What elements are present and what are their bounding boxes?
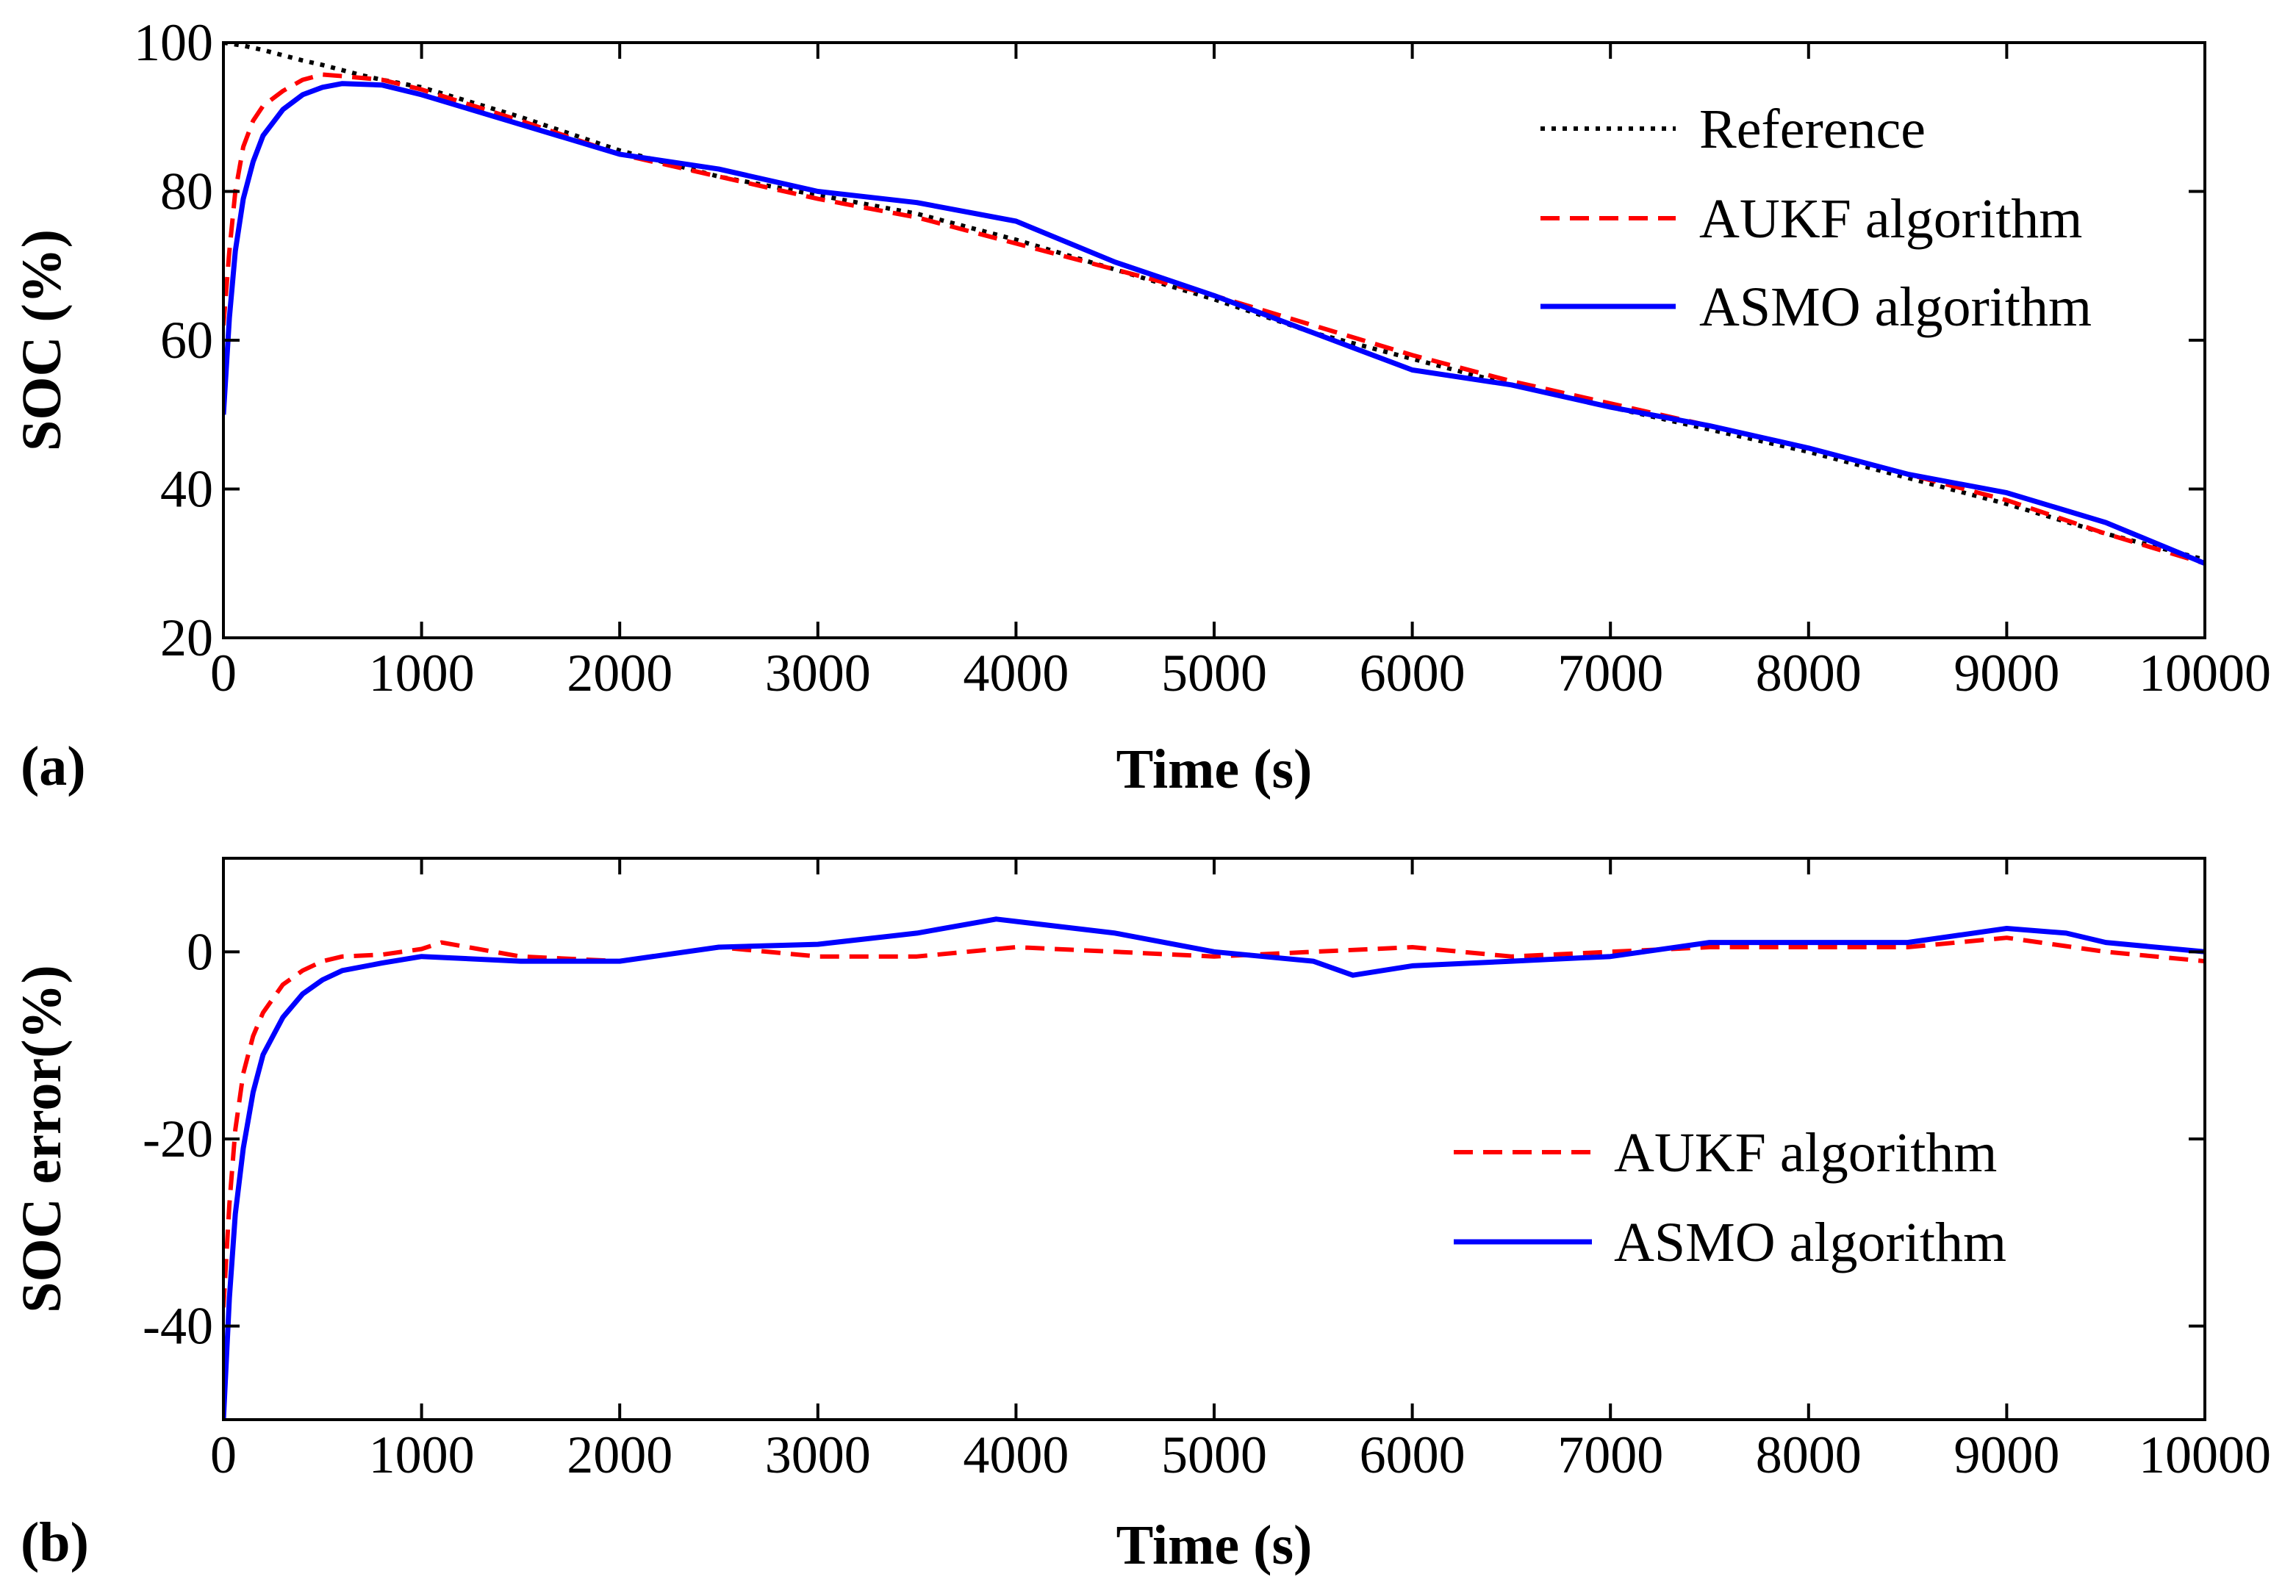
legend-entry: AUKF algorithm — [1699, 188, 2082, 250]
series-line-reference — [223, 43, 2205, 562]
x-tick-label: 5000 — [1161, 644, 1267, 702]
x-tick-label: 8000 — [1756, 644, 1862, 702]
x-tick-label: 2000 — [567, 1426, 672, 1484]
x-tick-label: 7000 — [1557, 1426, 1663, 1484]
x-axis-label: Time (s) — [1116, 1514, 1313, 1576]
x-tick-label: 6000 — [1360, 1426, 1466, 1484]
x-tick-label: 4000 — [963, 1426, 1069, 1484]
panel-a-chart: 0 1000 2000 3000 4000 5000 6000 7000 8000 9000 100… — [11, 13, 2271, 800]
x-tick-label: 3000 — [765, 644, 871, 702]
y-tick-label: 100 — [134, 13, 213, 72]
series-line-asmo-algorithm — [223, 916, 2205, 1420]
legend-entry: ASMO algorithm — [1614, 1212, 2006, 1273]
x-tick-label: 8000 — [1756, 1426, 1862, 1484]
y-tick-label: 0 — [187, 922, 213, 981]
series-line-asmo-algorithm — [223, 81, 2205, 567]
x-tick-label: 9000 — [1954, 1426, 2059, 1484]
legend-entry: Reference — [1699, 98, 1926, 160]
y-tick-label: 20 — [160, 608, 213, 667]
x-tick-label: 2000 — [567, 644, 672, 702]
legend-entry: AUKF algorithm — [1614, 1122, 1997, 1184]
x-tick-label: 10000 — [2139, 1426, 2271, 1484]
panel-label: (b) — [21, 1511, 89, 1573]
panel-label: (a) — [21, 736, 86, 797]
x-tick-label: 0 — [210, 644, 237, 702]
y-axis-label: SOC error(%) — [11, 965, 73, 1312]
x-tick-label: 5000 — [1161, 1426, 1267, 1484]
x-tick-label: 0 — [210, 1426, 237, 1484]
x-tick-label: 1000 — [369, 644, 475, 702]
x-tick-label: 1000 — [369, 1426, 475, 1484]
x-tick-label: 10000 — [2139, 644, 2271, 702]
x-tick-label: 7000 — [1557, 644, 1663, 702]
y-tick-label: 60 — [160, 311, 213, 370]
x-tick-label: 9000 — [1954, 644, 2059, 702]
y-tick-label: -40 — [143, 1297, 213, 1356]
panel-b-chart: 0 1000 2000 3000 4000 5000 6000 7000 8000 9000 100… — [11, 857, 2271, 1576]
y-tick-label: -20 — [143, 1110, 213, 1168]
y-axis-label: SOC (%) — [11, 229, 73, 451]
x-axis-label: Time (s) — [1116, 738, 1313, 800]
x-tick-label: 6000 — [1360, 644, 1466, 702]
legend-entry: ASMO algorithm — [1699, 276, 2092, 338]
y-tick-label: 80 — [160, 162, 213, 221]
x-tick-label: 3000 — [765, 1426, 871, 1484]
x-tick-label: 4000 — [963, 644, 1069, 702]
y-tick-label: 40 — [160, 460, 213, 519]
